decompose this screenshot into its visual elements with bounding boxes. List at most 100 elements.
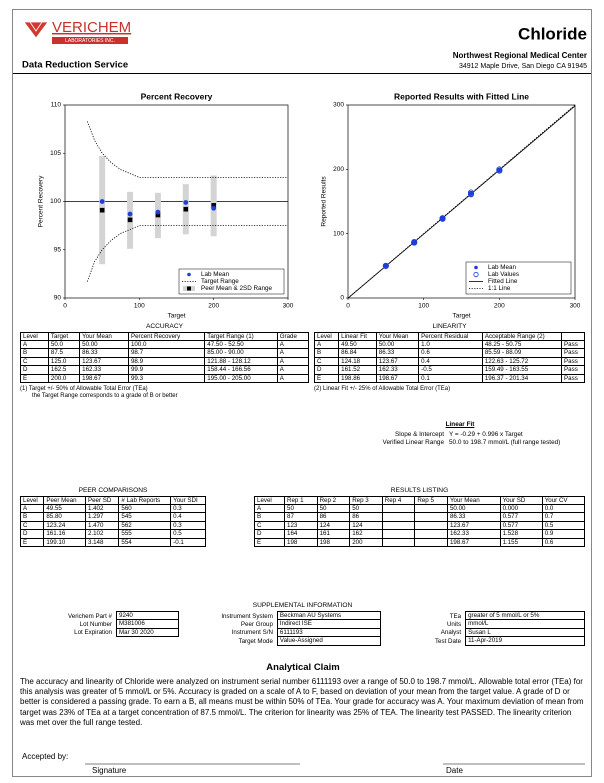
cell: 162.33 [79, 365, 129, 375]
legend-label: Target Range [201, 278, 239, 285]
row: B 86.84 86.33 0.6 85.59 - 88.09 Pass [313, 348, 585, 358]
cell: 198.67 [79, 373, 129, 384]
peer-mean [127, 217, 133, 223]
cell: Pass [561, 373, 585, 384]
cell: 86.33 [375, 348, 420, 358]
cell: 0.4 [418, 356, 483, 367]
column-header: Your Mean [79, 332, 129, 341]
cell: Pass [561, 365, 585, 375]
cell: 50.00 [79, 339, 129, 350]
open-point [411, 239, 418, 246]
table: Level Rep 1 Rep 2 Rep 3 Rep 4 Rep 5 Your Mean Y… [254, 496, 586, 548]
row: E 198 198 200 198.67 1.155 0.6 [254, 537, 586, 548]
column-header: Rep 2 [316, 496, 351, 505]
cell: 50 [284, 503, 318, 514]
x-tick-label: 0 [63, 303, 67, 310]
row: Lot Expiration Mar 30 2020 Instrument S/N 6… [20, 627, 585, 638]
legend-box [178, 268, 285, 295]
cell: 123.67 [446, 520, 501, 531]
cell: Pass [561, 356, 585, 367]
cell: 49.55 [43, 503, 86, 514]
column-header: Linear Fit [338, 332, 377, 341]
cell: 123.24 [43, 520, 86, 531]
label: Instrument S/N [231, 629, 273, 637]
legend-label: Fitted Line [488, 278, 518, 285]
logo-band [52, 37, 128, 44]
cell: 162.5 [47, 365, 81, 375]
cell: 0.1 [418, 373, 483, 384]
cell: 159.49 - 163.55 [481, 365, 563, 375]
label: TEa [449, 612, 462, 620]
results-block: RESULTS LISTING Level Rep 1 Rep 2 Rep 3 Rep 4… [254, 487, 586, 548]
cell: 161 [316, 529, 351, 539]
linear-fit-cell: 50.0 to 198.7 mmol/L (full range tested) [449, 439, 561, 446]
x-tick-label: 200 [494, 303, 505, 310]
legend-label: Lab Mean [488, 264, 517, 271]
cell: 198 [284, 537, 318, 548]
column-header: Your CV [541, 496, 586, 505]
linear-fit: Linear Fit Slope & Intercept Y = -0.29 + 0… [340, 421, 580, 447]
y-tick-label: 300 [333, 102, 344, 109]
plot-frame [347, 104, 576, 299]
header-row: Level Rep 1 Rep 2 Rep 3 Rep 4 Rep 5 Your Mean Y… [254, 496, 586, 505]
value: Mar 30 2020 [116, 627, 179, 638]
row: C 123 124 124 123.67 0.577 0.5 [254, 520, 586, 531]
cell [414, 512, 448, 522]
cell: 0.0 [541, 503, 586, 514]
cell: 0.577 [499, 512, 543, 522]
value [117, 637, 179, 645]
row: E 200.0 198.67 99.3 195.00 - 205.00 A [20, 373, 310, 384]
table-title: RESULTS LISTING [390, 487, 449, 494]
column-header: Percent Recovery [127, 332, 206, 341]
cell: 1.528 [499, 529, 543, 539]
cell: A [313, 339, 340, 350]
cell: B [313, 348, 340, 358]
peer-mean [155, 212, 161, 218]
cell: 0.4 [170, 512, 206, 522]
cell: 200 [349, 537, 383, 548]
value: 11-Apr-2019 [465, 636, 585, 646]
cell: C [313, 356, 340, 367]
cell: 124.18 [338, 356, 377, 367]
label: Peer Group [240, 620, 273, 628]
point [127, 211, 133, 217]
y-tick-label: 100 [50, 198, 61, 205]
linear-fit-cell: Y = -0.29 + 0.996 x Target [449, 431, 523, 438]
row: Lot Number M381006 Peer Group Indirect ISE U… [20, 619, 585, 629]
table-title: PEER COMPARISONS [78, 487, 148, 494]
cell: 554 [118, 537, 172, 548]
cell: 123.67 [79, 356, 129, 367]
x-axis-label: Target [452, 313, 470, 320]
cell: 0.3 [170, 503, 206, 514]
series-line-lower [86, 225, 288, 282]
cell: 3.148 [84, 537, 120, 548]
cell: 87 [284, 512, 318, 522]
cell: -0.1 [170, 537, 206, 548]
row: B 85.80 1.297 545 0.4 [19, 512, 206, 522]
peer-mean [99, 207, 105, 213]
cell: 50.00 [375, 339, 420, 350]
legend-symbol [187, 272, 191, 277]
cell: A [276, 356, 310, 367]
column-header: Peer Mean [43, 496, 86, 505]
label: Test Date [434, 637, 462, 645]
row: E 199.10 3.148 554 -0.1 [19, 537, 206, 548]
cell: 99.9 [127, 365, 206, 375]
cell: 0.6 [418, 348, 483, 358]
point [183, 200, 189, 205]
cell: Pass [561, 339, 585, 350]
cell: 0.3 [170, 520, 206, 531]
row: D 161.16 2.102 555 0.5 [19, 529, 206, 539]
label: Units [446, 620, 462, 628]
cell: E [313, 373, 340, 384]
x-tick-label: 100 [418, 303, 429, 310]
cell: 161.52 [338, 365, 377, 375]
column-header: Your Mean [375, 332, 420, 341]
cell: D [19, 529, 45, 539]
cell [381, 537, 416, 548]
cell: 86 [349, 512, 383, 522]
note: (2) Linear Fit +/- 25% of Allowable Tota… [314, 386, 451, 393]
cell: 122.63 - 125.72 [481, 356, 563, 367]
open-point [467, 190, 474, 197]
cell: A [276, 339, 310, 350]
